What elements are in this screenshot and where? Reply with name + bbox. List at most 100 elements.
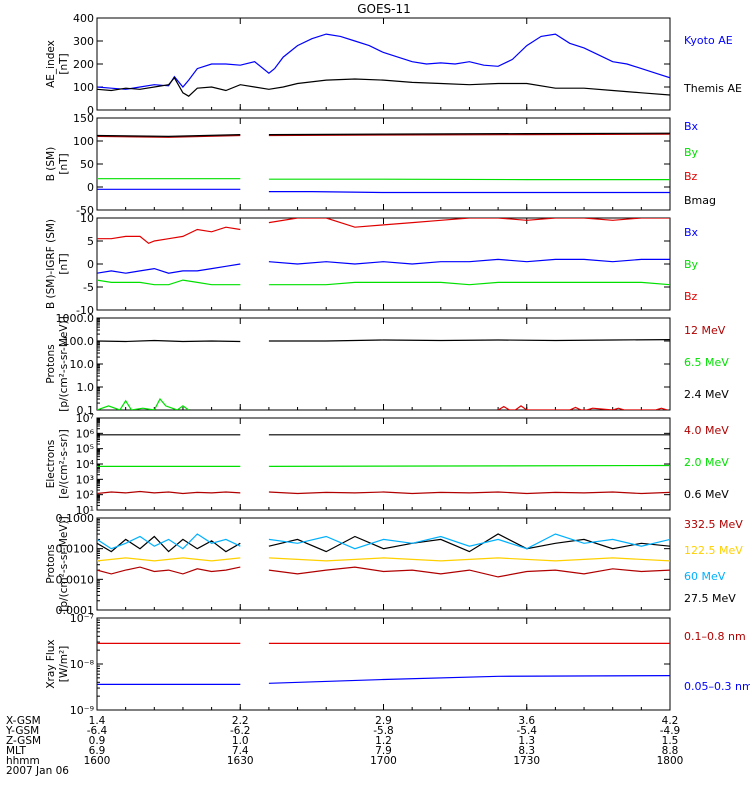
y-tick-label: 10⁻⁷ xyxy=(70,612,94,625)
y-tick-label: -10 xyxy=(76,304,94,317)
y-tick-label: 150 xyxy=(73,112,94,125)
y-tick-label: 100 xyxy=(73,81,94,94)
legend-label: Bx xyxy=(684,120,699,133)
y-tick-label: 10³ xyxy=(76,473,94,486)
axis-row-label: X-GSM xyxy=(6,715,41,727)
y-axis-label: Xray Flux xyxy=(45,639,57,688)
y-axis-label: [nT] xyxy=(58,153,70,174)
series-line-27-5-mev xyxy=(97,566,670,578)
series-line-bz xyxy=(97,133,670,138)
series-line-by xyxy=(97,279,670,286)
axis-row-value: -6.4 xyxy=(87,725,108,737)
series-line-0-05-0-3-nm xyxy=(97,675,670,685)
y-tick-label: 10⁻⁸ xyxy=(70,658,95,671)
panel-frame xyxy=(96,317,671,411)
axis-row-value: 1.2 xyxy=(375,735,392,747)
y-tick-label: 10 xyxy=(80,212,94,225)
legend-label: 6.5 MeV xyxy=(684,356,729,369)
legend-label: 4.0 MeV xyxy=(684,424,729,437)
y-tick-label: 10⁴ xyxy=(76,458,95,471)
y-tick-label: 0 xyxy=(87,258,94,271)
legend-label: Themis AE xyxy=(683,82,742,95)
axis-row-value: 4.2 xyxy=(662,715,679,727)
axis-row-value: 1.3 xyxy=(518,735,535,747)
y-tick-label: 10² xyxy=(76,489,94,502)
legend-label: 2.0 MeV xyxy=(684,456,729,469)
axis-row-value: 1630 xyxy=(227,755,254,767)
legend-label: 12 MeV xyxy=(684,324,726,337)
legend-label: Bz xyxy=(684,170,698,183)
series-line-bx xyxy=(97,188,670,194)
axis-row-value: 3.6 xyxy=(518,715,535,727)
series-line-332-5-mev xyxy=(97,533,670,553)
axis-row-value: 1800 xyxy=(657,755,684,767)
axis-row-value: 2.9 xyxy=(375,715,392,727)
y-tick-label: 0.0001 xyxy=(56,604,95,617)
legend-label: 332.5 MeV xyxy=(684,518,743,531)
y-axis-label: [p/(cm²-s-sr-MeV)] xyxy=(58,516,70,611)
axis-row-value: -5.4 xyxy=(517,725,538,737)
axis-row-value: 0.9 xyxy=(89,735,106,747)
panel-hiprotons: 0.0001 0.0010 0.0100 0.1000 Protons [p/(cm²-s… xyxy=(45,512,743,617)
y-tick-label: 0.0100 xyxy=(56,543,95,556)
axis-row-value: 1.4 xyxy=(89,715,106,727)
series-line-bz xyxy=(97,218,670,244)
axis-row-value: 7.4 xyxy=(232,745,249,757)
y-tick-label: 200 xyxy=(73,58,94,71)
series-line-6-5-mev xyxy=(97,397,190,410)
series-line-by xyxy=(97,178,670,181)
axis-row-label: Z-GSM xyxy=(6,735,41,747)
y-tick-label: 10⁷ xyxy=(76,412,94,425)
y-tick-label: 10⁻⁹ xyxy=(70,704,94,717)
panel-frame xyxy=(96,217,671,311)
y-tick-label: 0.1 xyxy=(77,404,95,417)
axis-row-value: 8.8 xyxy=(662,745,679,757)
y-tick-label: 5 xyxy=(87,235,94,248)
legend-label: 0.05–0.3 nm xyxy=(684,680,750,693)
y-tick-label: 10⁵ xyxy=(76,443,94,456)
axis-row-value: -5.8 xyxy=(373,725,394,737)
panel-frame xyxy=(96,417,671,511)
y-tick-label: -5 xyxy=(83,281,94,294)
panel-electrons: 10¹ 10² 10³ 10⁴ 10⁵ 10⁶ 10⁷ Electrons [e/(cm²-s-… xyxy=(45,412,729,517)
y-tick-label: 100 xyxy=(73,135,94,148)
panel-xray: 10⁻⁹ 10⁻⁸ 10⁻⁷ Xray Flux [W/m²] 0.1–0.8 nm 0.0… xyxy=(45,612,750,717)
panel-frame xyxy=(96,517,671,611)
y-tick-label: -50 xyxy=(76,204,94,217)
legend-label: 2.4 MeV xyxy=(684,388,729,401)
y-tick-label: 50 xyxy=(80,158,94,171)
y-axis-label: [p/(cm²-s-sr-MeV)] xyxy=(58,316,70,411)
y-tick-label: 400 xyxy=(73,12,94,25)
axis-row-label: Y-GSM xyxy=(5,725,39,737)
panel-frame xyxy=(96,17,671,111)
axis-row-value: -4.9 xyxy=(660,725,681,737)
y-tick-label: 300 xyxy=(73,35,94,48)
panel-frame xyxy=(96,617,671,711)
series-line-0-6-mev xyxy=(97,490,670,495)
figure-title: GOES-11 xyxy=(357,2,411,16)
y-tick-label: 10⁶ xyxy=(76,427,95,440)
y-tick-label: 0 xyxy=(87,104,94,117)
series-line-60-mev xyxy=(97,533,670,550)
axis-row-value: 6.9 xyxy=(89,745,106,757)
panel-frame xyxy=(96,117,671,211)
legend-label: Kyoto AE xyxy=(684,34,733,47)
axis-row-value: 1.0 xyxy=(232,735,249,747)
y-axis-label: Protons xyxy=(45,544,57,583)
panel-bdiff: -10 -5 0 5 10 B (SM)-IGRF (SM) [nT] Bx By Bz xyxy=(45,212,699,317)
axis-row-value: 1730 xyxy=(513,755,540,767)
y-tick-label: 0 xyxy=(87,181,94,194)
legend-label: 0.6 MeV xyxy=(684,488,729,501)
axis-row-value: 7.9 xyxy=(375,745,392,757)
legend-label: Bz xyxy=(684,290,698,303)
y-axis-label: [W/m²] xyxy=(58,646,70,683)
series-line-themis-ae xyxy=(97,76,670,97)
y-axis-label: [nT] xyxy=(58,53,70,74)
y-tick-label: 10¹ xyxy=(76,504,94,517)
y-tick-label: 100.0 xyxy=(63,335,95,348)
axis-row-value: 1.5 xyxy=(662,735,679,747)
series-line-bx xyxy=(97,258,670,274)
legend-label: By xyxy=(684,258,699,271)
series-line-2-0-mev xyxy=(97,464,670,467)
